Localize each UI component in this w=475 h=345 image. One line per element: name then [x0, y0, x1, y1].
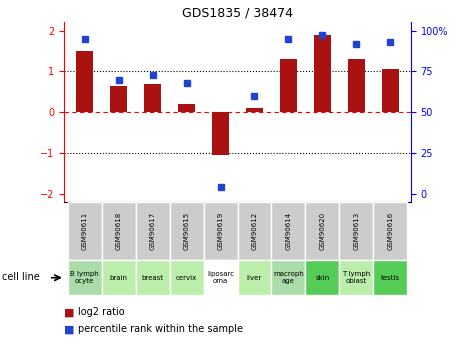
- Bar: [246, 108, 263, 112]
- Bar: [212, 112, 229, 155]
- Text: brain: brain: [110, 275, 127, 281]
- Text: cervix: cervix: [176, 275, 197, 281]
- Bar: [314, 34, 331, 112]
- Text: GSM90611: GSM90611: [82, 212, 87, 250]
- Text: testis: testis: [381, 275, 400, 281]
- Text: GSM90615: GSM90615: [183, 212, 190, 250]
- Text: percentile rank within the sample: percentile rank within the sample: [78, 325, 243, 334]
- Title: GDS1835 / 38474: GDS1835 / 38474: [182, 7, 293, 20]
- Text: skin: skin: [315, 275, 330, 281]
- Text: ■: ■: [64, 307, 75, 317]
- Text: liposarc
oma: liposarc oma: [207, 272, 234, 284]
- Text: liver: liver: [247, 275, 262, 281]
- Bar: [110, 86, 127, 112]
- Bar: [135, 202, 170, 260]
- Bar: [135, 260, 170, 295]
- Text: breast: breast: [142, 275, 163, 281]
- Bar: [305, 260, 340, 295]
- Text: GSM90620: GSM90620: [320, 212, 325, 250]
- Bar: [67, 260, 102, 295]
- Bar: [272, 202, 305, 260]
- Text: GSM90614: GSM90614: [285, 212, 292, 250]
- Bar: [144, 83, 161, 112]
- Bar: [348, 59, 365, 112]
- Text: macroph
age: macroph age: [273, 272, 304, 284]
- Text: cell line: cell line: [2, 272, 40, 282]
- Bar: [178, 104, 195, 112]
- Bar: [203, 260, 238, 295]
- Text: log2 ratio: log2 ratio: [78, 307, 125, 317]
- Bar: [280, 59, 297, 112]
- Bar: [272, 260, 305, 295]
- Text: GSM90616: GSM90616: [388, 212, 393, 250]
- Bar: [170, 260, 203, 295]
- Text: GSM90613: GSM90613: [353, 212, 360, 250]
- Bar: [305, 202, 340, 260]
- Text: B lymph
ocyte: B lymph ocyte: [70, 272, 99, 284]
- Text: T lymph
oblast: T lymph oblast: [342, 272, 370, 284]
- Bar: [373, 260, 408, 295]
- Bar: [340, 260, 373, 295]
- Text: GSM90617: GSM90617: [150, 212, 155, 250]
- Bar: [340, 202, 373, 260]
- Text: GSM90618: GSM90618: [115, 212, 122, 250]
- Bar: [373, 202, 408, 260]
- Bar: [382, 69, 399, 112]
- Bar: [67, 202, 102, 260]
- Bar: [76, 51, 93, 112]
- Bar: [170, 202, 203, 260]
- Text: GSM90619: GSM90619: [218, 212, 224, 250]
- Bar: [102, 260, 135, 295]
- Bar: [203, 202, 238, 260]
- Text: ■: ■: [64, 325, 75, 334]
- Text: GSM90612: GSM90612: [251, 212, 257, 250]
- Bar: [238, 260, 272, 295]
- Bar: [238, 202, 272, 260]
- Bar: [102, 202, 135, 260]
